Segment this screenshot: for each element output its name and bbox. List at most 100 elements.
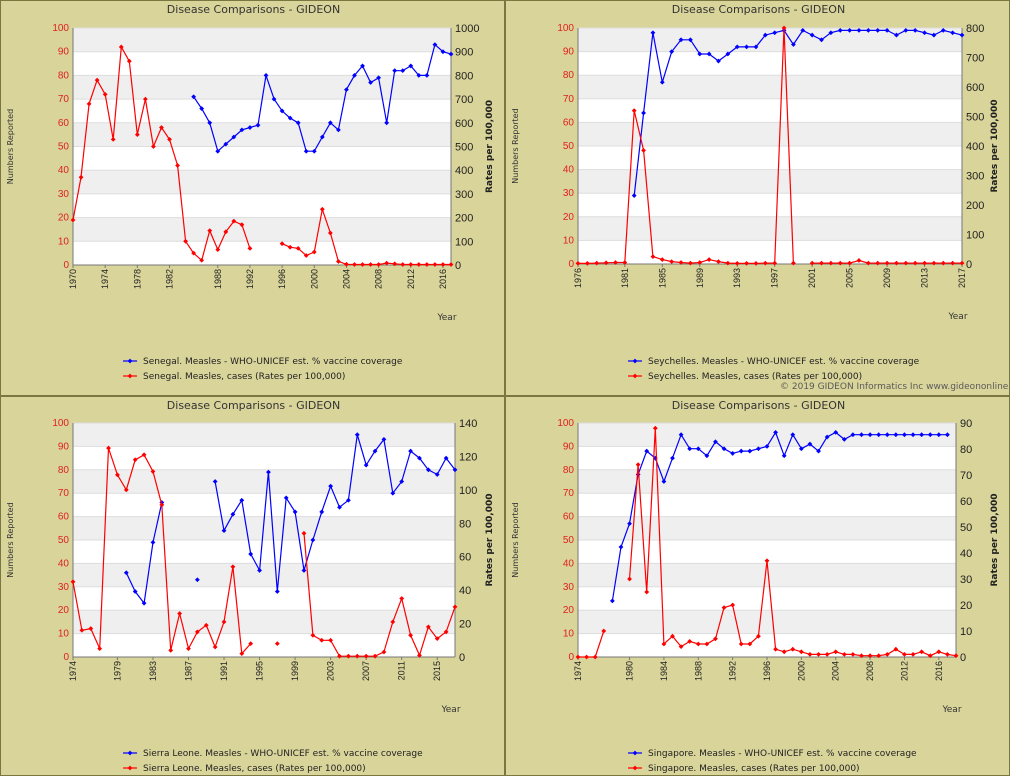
chart0-series-1-point: [118, 44, 124, 50]
chart1-series-0-point: [922, 30, 927, 36]
chart2-series-1-point: [79, 627, 85, 633]
chart1-y-axis-label-right: Rates per 100,000: [990, 99, 1000, 192]
chart2-series-0-point: [425, 467, 431, 473]
chart2-series-0-point: [257, 568, 262, 573]
chart3-y-tick-left: 0: [568, 652, 574, 663]
chart2-x-tick-label: 1974: [68, 661, 78, 681]
chart3-x-tick-label: 1988: [693, 661, 703, 681]
chart0-series-0-point: [311, 148, 317, 154]
chart0-series-0-point: [255, 122, 261, 128]
chart2-series-0-point: [408, 448, 413, 454]
chart0-series-1-point: [440, 262, 446, 267]
chart0-series-1-point: [392, 261, 398, 267]
chart1-series-0-point: [631, 193, 637, 198]
chart0-y-tick-right: 400: [455, 165, 473, 177]
chart2-series-1-point: [434, 636, 440, 642]
copyright-credit: © 2019 GIDEON Informatics Inc www.gideon…: [780, 382, 1010, 392]
chart1-y-tick-right: 600: [966, 82, 984, 94]
chart2-series-1-point: [425, 624, 431, 630]
chart2-series-1-point: [363, 653, 369, 659]
chart0-y-tick-left: 30: [58, 189, 70, 200]
chart1-series-1-point: [931, 260, 937, 266]
chart2-y-tick-left: 60: [58, 512, 70, 523]
chart0-y-tick-left: 90: [58, 47, 70, 58]
chart3-y-tick-left: 10: [563, 629, 575, 640]
chart2-series-0-point: [381, 436, 387, 442]
chart2-series-0-point: [266, 469, 271, 475]
chart-panel-senegal: Disease Comparisons - GIDEON 0 10 20 30 40 50 6…: [0, 0, 505, 396]
chart2-series-0-point: [248, 551, 254, 557]
chart2-y-tick-left: 10: [58, 629, 70, 640]
chart0-series-1-point: [126, 58, 132, 64]
chart2-series-1-point: [159, 502, 165, 508]
chart0-series-0-point: [279, 108, 285, 114]
chart0-y-tick-right: 600: [455, 118, 473, 130]
chart1-series-0-point: [716, 58, 721, 64]
chart0-series-1-point: [432, 262, 438, 267]
chart1-grid-band: [578, 28, 962, 52]
chart1-series-0-point: [828, 30, 834, 36]
chart2-series-1-point: [274, 641, 280, 647]
chart2-legend-label: Sierra Leone. Measles - WHO-UNICEF est. …: [143, 749, 423, 759]
chart1-y-axis-label-left: Numbers Reported: [511, 108, 520, 183]
chart3-x-tick-label: 2012: [899, 661, 909, 681]
chart0-series-1-point: [191, 250, 197, 256]
chart3-y-tick-left: 80: [563, 465, 575, 476]
chart0-series-0-point: [344, 87, 349, 93]
chart2-series-1-point: [123, 487, 129, 493]
chart3-grid-band: [578, 423, 956, 447]
chart0-series-0-point: [199, 106, 205, 111]
chart1-grid-band: [578, 122, 962, 146]
chart0-x-tick-label: 2008: [374, 269, 384, 289]
chart1-y-tick-left: 100: [557, 23, 574, 34]
chart0-y-tick-left: 40: [58, 165, 70, 176]
chart1-series-0-point: [706, 51, 712, 57]
chart0-series-1-point: [223, 229, 229, 235]
chart3-series-1-point: [713, 636, 718, 642]
chart3-series-0-point: [713, 439, 718, 445]
chart1-x-tick-label: 2013: [920, 268, 930, 288]
chart0-series-1-point: [344, 261, 349, 267]
chart2-y-tick-right: 100: [459, 485, 477, 497]
chart0-x-tick-label: 1982: [165, 269, 175, 289]
chart0-y-tick-right: 100: [455, 236, 473, 248]
chart3-grid-band: [578, 610, 956, 634]
chart2-series-0-point: [150, 539, 156, 545]
chart1-y-tick-left: 30: [563, 188, 575, 199]
chart3-series-0-point: [644, 448, 650, 454]
chart3-series-0-point: [919, 432, 925, 438]
chart1-y-tick-left: 90: [563, 47, 575, 58]
chart3-series-1-point: [850, 652, 856, 657]
chart1-legend-marker: [632, 358, 638, 364]
chart1-x-tick-label: 2009: [882, 268, 892, 288]
chart1-series-0-point: [950, 30, 956, 36]
chart2-series-0-line: [214, 434, 456, 592]
chart3-series-1-point: [790, 646, 796, 652]
chart3-series-0-point: [798, 446, 804, 452]
chart0-series-1-point: [239, 222, 245, 228]
chart0-series-1-point: [368, 262, 373, 267]
chart1-series-0-point: [678, 37, 684, 43]
chart1-series-0-point: [697, 51, 703, 57]
chart0-series-1-point: [159, 125, 164, 130]
chart3-series-0-point: [824, 434, 830, 440]
chart2-legend-marker: [127, 750, 133, 756]
chart0-series-1-line: [281, 206, 451, 266]
chart1-y-tick-left: 50: [563, 141, 575, 152]
chart2-y-tick-left: 100: [52, 418, 69, 429]
chart1-series-0-point: [725, 51, 731, 57]
chart1-series-1-point: [725, 260, 731, 266]
chart0-series-1-point: [86, 101, 92, 107]
chart0-series-1-point: [247, 246, 253, 251]
chart0-series-1-point: [279, 241, 285, 247]
chart0-series-1-point: [416, 262, 422, 267]
chart0-series-0-point: [440, 49, 446, 55]
chart1-series-1-point: [594, 260, 600, 266]
chart3-legend-label: Singapore. Measles, cases (Rates per 100…: [648, 764, 860, 774]
chart2-series-1-point: [168, 647, 174, 653]
chart2-x-tick-label: 1991: [219, 661, 229, 681]
chart1-series-0-point: [809, 32, 815, 38]
chart1-series-1-point: [734, 261, 740, 266]
chart2-y-tick-left: 70: [58, 488, 70, 499]
chart2-y-tick-right: 60: [459, 552, 471, 564]
